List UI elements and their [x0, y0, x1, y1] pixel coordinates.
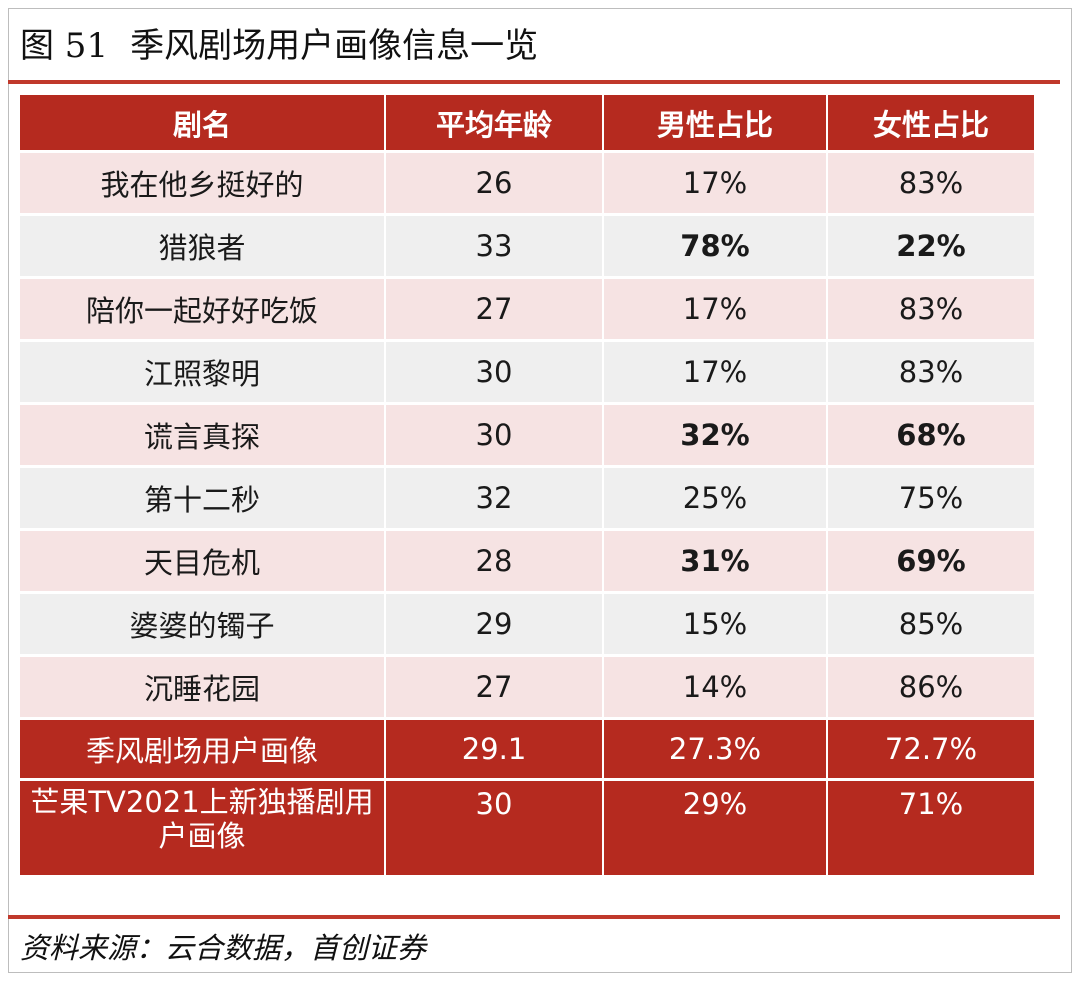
header-male-ratio: 男性占比: [604, 95, 828, 153]
table-row: 谎言真探 30 32% 68%: [20, 405, 1034, 468]
bottom-red-rule: [8, 915, 1060, 919]
male-ratio-cell: 17%: [604, 279, 828, 342]
figure-number: 图 51: [20, 26, 109, 66]
average-age-cell: 27: [386, 657, 604, 720]
female-ratio-cell: 69%: [828, 531, 1034, 594]
user-profile-table: 剧名 平均年龄 男性占比 女性占比 我在他乡挺好的 26 17% 83% 猎狼者 33 78…: [20, 95, 1034, 878]
figure-frame: [8, 8, 1072, 973]
header-female-ratio: 女性占比: [828, 95, 1034, 153]
male-ratio-cell: 15%: [604, 594, 828, 657]
summary-name: 季风剧场用户画像: [20, 720, 386, 781]
table-row: 天目危机 28 31% 69%: [20, 531, 1034, 594]
summary-female: 72.7%: [828, 720, 1034, 781]
source-note: 资料来源：云合数据，首创证券: [20, 931, 427, 965]
male-ratio-cell: 17%: [604, 342, 828, 405]
table-row: 猎狼者 33 78% 22%: [20, 216, 1034, 279]
male-ratio-cell: 31%: [604, 531, 828, 594]
header-drama-name: 剧名: [20, 95, 386, 153]
figure-title-text: 季风剧场用户画像信息一览: [130, 26, 539, 66]
average-age-cell: 30: [386, 405, 604, 468]
table-row: 沉睡花园 27 14% 86%: [20, 657, 1034, 720]
average-age-cell: 30: [386, 342, 604, 405]
summary-name: 芒果TV2021上新独播剧用户画像: [20, 781, 386, 878]
female-ratio-cell: 83%: [828, 153, 1034, 216]
male-ratio-cell: 14%: [604, 657, 828, 720]
average-age-cell: 32: [386, 468, 604, 531]
average-age-cell: 28: [386, 531, 604, 594]
female-ratio-cell: 22%: [828, 216, 1034, 279]
figure-title: 图 51 季风剧场用户画像信息一览: [20, 18, 538, 74]
table-row: 江照黎明 30 17% 83%: [20, 342, 1034, 405]
header-average-age: 平均年龄: [386, 95, 604, 153]
drama-name-cell: 第十二秒: [20, 468, 386, 531]
top-red-rule: [8, 80, 1060, 84]
average-age-cell: 29: [386, 594, 604, 657]
summary-male: 27.3%: [604, 720, 828, 781]
average-age-cell: 26: [386, 153, 604, 216]
female-ratio-cell: 68%: [828, 405, 1034, 468]
female-ratio-cell: 86%: [828, 657, 1034, 720]
male-ratio-cell: 78%: [604, 216, 828, 279]
summary-age: 30: [386, 781, 604, 878]
summary-male: 29%: [604, 781, 828, 878]
table-row: 我在他乡挺好的 26 17% 83%: [20, 153, 1034, 216]
summary-female: 71%: [828, 781, 1034, 878]
table-row: 第十二秒 32 25% 75%: [20, 468, 1034, 531]
summary-row: 季风剧场用户画像 29.1 27.3% 72.7%: [20, 720, 1034, 781]
male-ratio-cell: 17%: [604, 153, 828, 216]
male-ratio-cell: 32%: [604, 405, 828, 468]
female-ratio-cell: 85%: [828, 594, 1034, 657]
table-body: 我在他乡挺好的 26 17% 83% 猎狼者 33 78% 22% 陪你一起好好吃饭 27 17% 8…: [20, 153, 1034, 720]
drama-name-cell: 我在他乡挺好的: [20, 153, 386, 216]
drama-name-cell: 江照黎明: [20, 342, 386, 405]
table-row: 陪你一起好好吃饭 27 17% 83%: [20, 279, 1034, 342]
female-ratio-cell: 83%: [828, 342, 1034, 405]
drama-name-cell: 天目危机: [20, 531, 386, 594]
drama-name-cell: 猎狼者: [20, 216, 386, 279]
drama-name-cell: 谎言真探: [20, 405, 386, 468]
average-age-cell: 27: [386, 279, 604, 342]
summary-row: 芒果TV2021上新独播剧用户画像 30 29% 71%: [20, 781, 1034, 878]
female-ratio-cell: 83%: [828, 279, 1034, 342]
summary-age: 29.1: [386, 720, 604, 781]
drama-name-cell: 沉睡花园: [20, 657, 386, 720]
table-row: 婆婆的镯子 29 15% 85%: [20, 594, 1034, 657]
average-age-cell: 33: [386, 216, 604, 279]
female-ratio-cell: 75%: [828, 468, 1034, 531]
drama-name-cell: 婆婆的镯子: [20, 594, 386, 657]
drama-name-cell: 陪你一起好好吃饭: [20, 279, 386, 342]
table-header-row: 剧名 平均年龄 男性占比 女性占比: [20, 95, 1034, 153]
male-ratio-cell: 25%: [604, 468, 828, 531]
